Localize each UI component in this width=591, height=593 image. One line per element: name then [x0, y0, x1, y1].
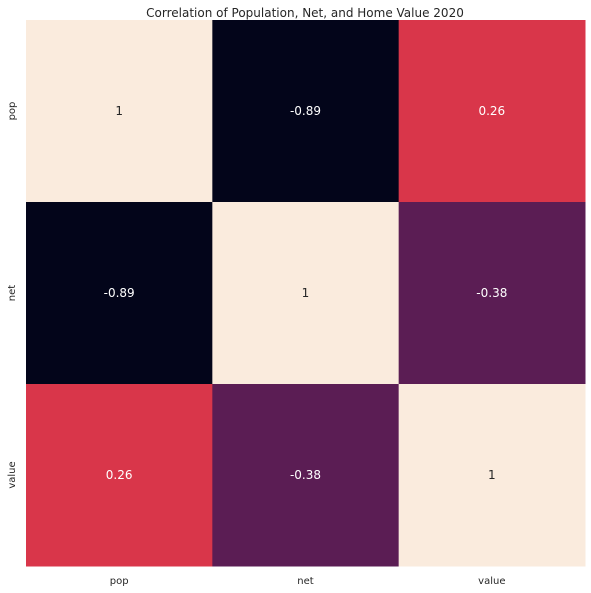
heatmap-cell [398, 20, 586, 203]
heatmap-cell [26, 384, 213, 567]
heatmap-cell-label: -0.38 [476, 286, 507, 300]
heatmap-cell-label: 1 [488, 468, 496, 482]
heatmap-cell-label: 0.26 [478, 104, 505, 118]
heatmap-cell [212, 20, 400, 203]
x-tick-label: value [478, 576, 505, 587]
heatmap-cell [398, 202, 586, 385]
heatmap-cell-label: -0.89 [290, 104, 321, 118]
heatmap-cell [26, 202, 213, 385]
heatmap-cell-label: 1 [302, 286, 310, 300]
heatmap-cell [398, 384, 586, 567]
x-tick-label: pop [110, 576, 129, 587]
y-tick-label: value [7, 461, 18, 488]
y-axis-tick-labels: pop net value [7, 102, 18, 489]
heatmap-cell-label: -0.38 [290, 468, 321, 482]
y-tick-label: net [7, 285, 18, 301]
heatmap-cell-label: -0.89 [104, 286, 135, 300]
x-tick-label: net [297, 576, 313, 587]
heatmap-cell [212, 202, 400, 385]
heatmap-cell-labels: 1 -0.89 0.26 -0.89 1 -0.38 0.26 -0.38 1 [104, 104, 508, 482]
y-tick-label: pop [7, 102, 18, 121]
heatmap-cell-label: 1 [115, 104, 123, 118]
heatmap-cell-label: 0.26 [106, 468, 133, 482]
chart-title: Correlation of Population, Net, and Home… [146, 6, 464, 20]
x-axis-tick-labels: pop net value [110, 576, 506, 587]
heatmap-cell [212, 384, 400, 567]
heatmap-cells [26, 20, 586, 567]
heatmap-cell [26, 20, 213, 203]
